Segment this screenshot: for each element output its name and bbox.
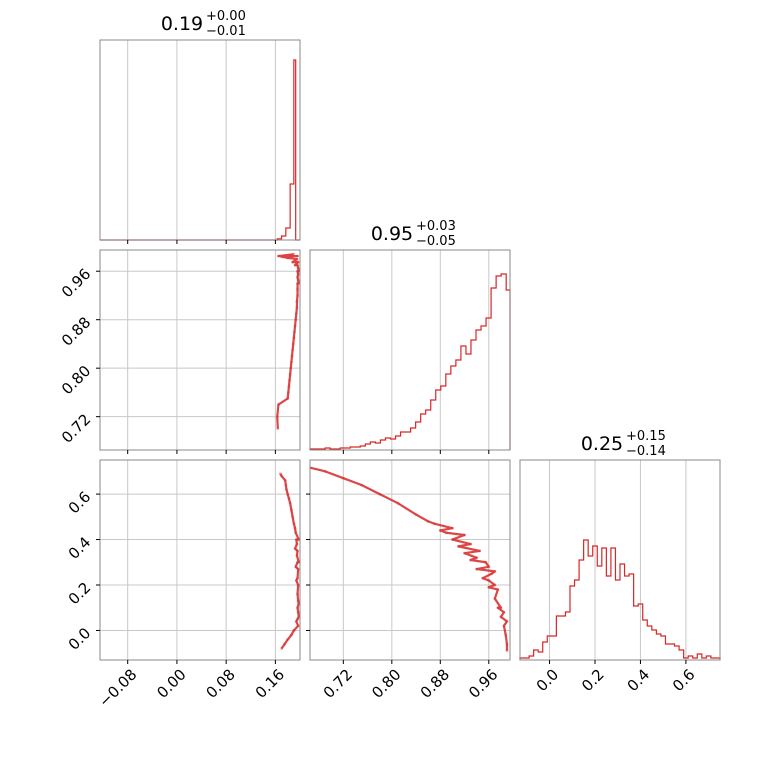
x-tick-label: 0.00 xyxy=(153,666,189,702)
scatter-p1-p3 xyxy=(278,472,300,651)
histogram-param-2 xyxy=(309,273,511,450)
panel-1-0: 0.72 0.80 0.88 0.96 xyxy=(58,249,301,454)
x-tick-label: 0.4 xyxy=(624,666,654,696)
panel-1-1 xyxy=(309,249,511,454)
panel-frame xyxy=(99,39,301,241)
y-tick-label: 0.4 xyxy=(65,533,95,563)
panel-2-1 xyxy=(305,459,511,664)
param-2-plus: +0.03 xyxy=(416,219,456,234)
param-3-title: 0.25 xyxy=(581,433,623,455)
histogram-param-1 xyxy=(100,59,300,241)
y-tick-label: 0.96 xyxy=(58,265,94,301)
x-tick-label: 0.96 xyxy=(465,666,501,702)
x-tick-label: 0.80 xyxy=(368,666,404,702)
panel-frame xyxy=(99,249,301,451)
sample-point xyxy=(305,465,308,468)
density-contour xyxy=(310,466,509,651)
density-contour xyxy=(276,253,300,429)
x-tick-label: 0.2 xyxy=(578,666,608,696)
histogram-param-3 xyxy=(519,539,721,660)
param-1-minus: −0.01 xyxy=(206,24,246,39)
param-2-title: 0.95 xyxy=(371,223,413,245)
panel-2-2 xyxy=(519,459,721,664)
x-tick-label: −0.08 xyxy=(95,666,140,711)
panel-0-0 xyxy=(99,39,301,244)
param-2-minus: −0.05 xyxy=(416,234,456,249)
param-3-minus: −0.14 xyxy=(626,444,666,459)
param-1-plus: +0.00 xyxy=(206,9,246,24)
scatter-p2-p3 xyxy=(305,465,509,653)
x-tick-label: 0.0 xyxy=(533,666,563,696)
x-tick-label: 0.72 xyxy=(320,666,356,702)
panel-frame xyxy=(309,459,511,661)
y-tick-label: 0.6 xyxy=(65,488,95,518)
y-tick-label: 0.80 xyxy=(58,362,94,398)
y-tick-label: 0.0 xyxy=(65,624,95,654)
scatter-p1-p2 xyxy=(275,252,300,431)
panel-frame xyxy=(309,249,511,451)
param-1-title: 0.19 xyxy=(161,13,203,35)
density-contour xyxy=(279,473,300,650)
x-tick-label: 0.08 xyxy=(203,666,239,702)
panel-frame xyxy=(99,459,301,661)
param-3-plus: +0.15 xyxy=(626,429,666,444)
y-tick-label: 0.2 xyxy=(65,579,95,609)
x-tick-label: 0.16 xyxy=(252,666,288,702)
panel-2-0: 0.0 0.2 0.4 0.6 xyxy=(65,459,301,664)
y-tick-label: 0.72 xyxy=(58,410,94,446)
panel-frame xyxy=(519,459,721,661)
y-tick-label: 0.88 xyxy=(58,313,94,349)
x-tick-label: 0.6 xyxy=(669,666,699,696)
x-tick-label: 0.88 xyxy=(417,666,453,702)
